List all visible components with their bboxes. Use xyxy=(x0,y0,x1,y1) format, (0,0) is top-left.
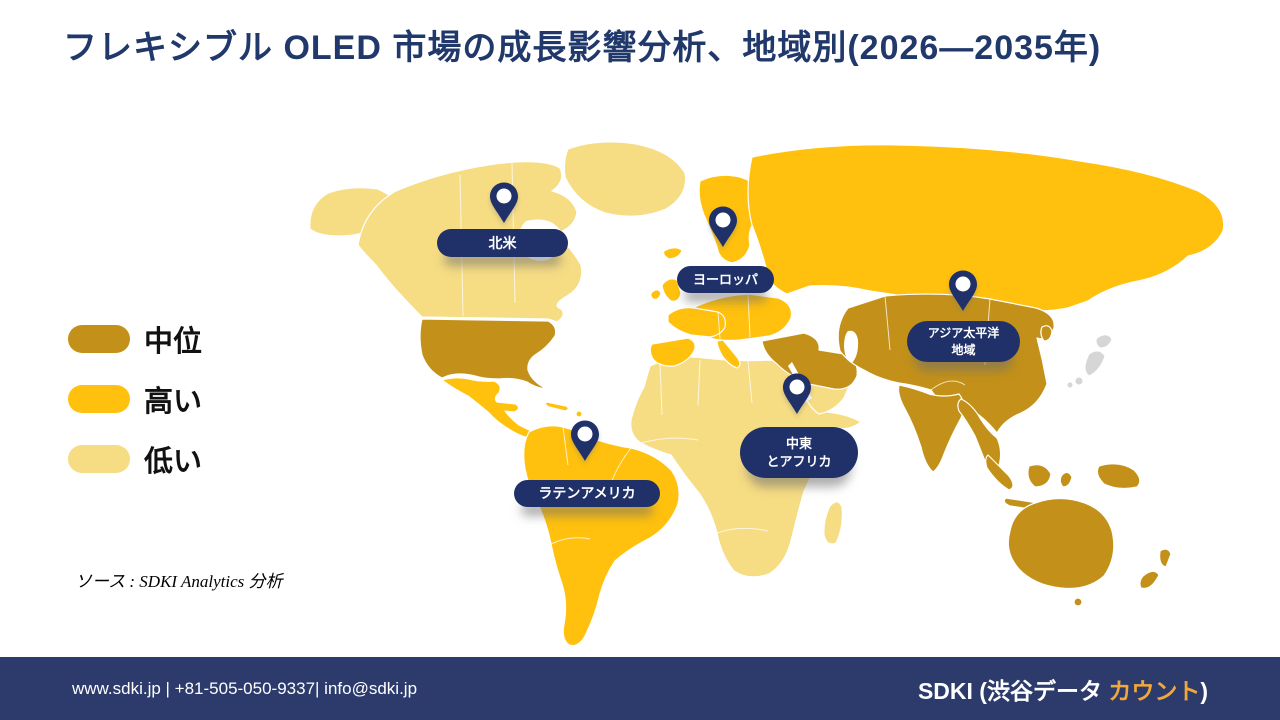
map-region-borneo xyxy=(1027,464,1052,488)
map-region-japan-kyushu xyxy=(1074,376,1084,386)
pin-asia-pacific-icon xyxy=(949,270,977,311)
legend-swatch-medium xyxy=(68,325,130,353)
map-region-australia xyxy=(1007,497,1115,590)
footer-contact: www.sdki.jp | +81-505-050-9337| info@sdk… xyxy=(72,678,418,698)
footer-brand: SDKI (渋谷データ カウント) xyxy=(918,672,1208,706)
map-region-turkey-iran xyxy=(761,332,858,390)
map-region-new-zealand-south xyxy=(1139,570,1160,590)
map-region-japan-hokkaido xyxy=(1095,334,1113,349)
legend-swatch-low xyxy=(68,445,130,473)
map-region-new-zealand-north xyxy=(1159,548,1172,568)
region-label-europe: ヨーロッパ xyxy=(677,266,774,293)
map-region-usa xyxy=(419,318,557,390)
footer-bar: www.sdki.jp | +81-505-050-9337| info@sdk… xyxy=(0,657,1280,720)
map-region-sumatra xyxy=(985,454,1014,491)
map-region-italy xyxy=(716,339,741,369)
region-label-latin-america: ラテンアメリカ xyxy=(514,480,660,507)
legend-item-high: 高い xyxy=(68,378,202,420)
page-title: フレキシブル OLED 市場の成長影響分析、地域別(2026—2035年) xyxy=(63,29,1102,67)
pin-europe-icon xyxy=(709,206,737,247)
legend-item-low: 低い xyxy=(68,438,202,480)
map-region-sulawesi xyxy=(1059,471,1073,488)
map-region-greenland xyxy=(563,141,687,217)
legend-swatch-high-icon xyxy=(68,385,130,413)
source-note: ソース : SDKI Analytics 分析 xyxy=(75,572,283,591)
map-region-hispaniola xyxy=(575,410,583,418)
map-region-new-guinea xyxy=(1096,463,1141,490)
map-region-tasmania xyxy=(1073,597,1083,607)
legend-swatch-high xyxy=(68,385,130,413)
map-region-japan-shikoku xyxy=(1066,381,1074,389)
growth-legend: 中位 高い 低い xyxy=(68,318,202,480)
map-region-france xyxy=(667,307,726,338)
caspian-sea-water xyxy=(844,330,859,363)
map-region-madagascar xyxy=(823,501,843,545)
footer-brand-prefix: SDKI (渋谷データ xyxy=(917,677,1109,704)
footer-brand-suffix: ) xyxy=(1200,677,1208,704)
region-label-mea-line1: 中東 xyxy=(785,435,812,451)
region-label-asia-pacific-line1: アジア太平洋 xyxy=(927,326,1000,341)
legend-label-low: 低い xyxy=(144,446,203,478)
region-label-middle-east-africa: 中東 とアフリカ xyxy=(740,427,858,478)
map-region-iberia xyxy=(649,337,696,367)
legend-label-medium: 中位 xyxy=(144,326,203,358)
pin-middle-east-africa-icon xyxy=(783,373,811,414)
map-regions-neutral xyxy=(1066,334,1113,389)
pin-north-america-icon xyxy=(490,182,518,223)
legend-swatch-low-icon xyxy=(68,445,130,473)
map-region-japan-honshu xyxy=(1084,350,1106,377)
legend-label-high: 高い xyxy=(144,386,203,418)
legend-swatch-medium-icon xyxy=(68,325,130,353)
map-region-ireland xyxy=(650,289,662,300)
world-map-svg xyxy=(309,141,1225,647)
map-region-korea xyxy=(1040,325,1053,342)
region-label-north-america-text: 北米 xyxy=(488,234,517,251)
region-label-latin-america-text: ラテンアメリカ xyxy=(538,485,636,502)
region-label-mea-line2: とアフリカ xyxy=(766,453,832,469)
world-map: 北米 ヨーロッパ アジア太平洋 地域 中東 とアフリカ ラテンアメリカ xyxy=(300,135,1240,655)
region-label-asia-pacific-line2: 地域 xyxy=(951,342,976,357)
region-label-asia-pacific: アジア太平洋 地域 xyxy=(907,321,1020,362)
map-region-india xyxy=(897,384,965,473)
region-label-north-america: 北米 xyxy=(437,229,568,257)
region-label-europe-text: ヨーロッパ xyxy=(692,271,758,287)
map-region-mexico-central-america xyxy=(441,377,536,440)
map-region-russia xyxy=(747,144,1225,312)
map-region-uk xyxy=(661,278,682,302)
map-region-iceland xyxy=(662,247,683,260)
legend-item-medium: 中位 xyxy=(68,318,202,360)
pin-latin-america-icon xyxy=(571,420,599,461)
footer-brand-accent: カウント xyxy=(1108,677,1201,704)
map-region-cuba xyxy=(544,401,569,412)
